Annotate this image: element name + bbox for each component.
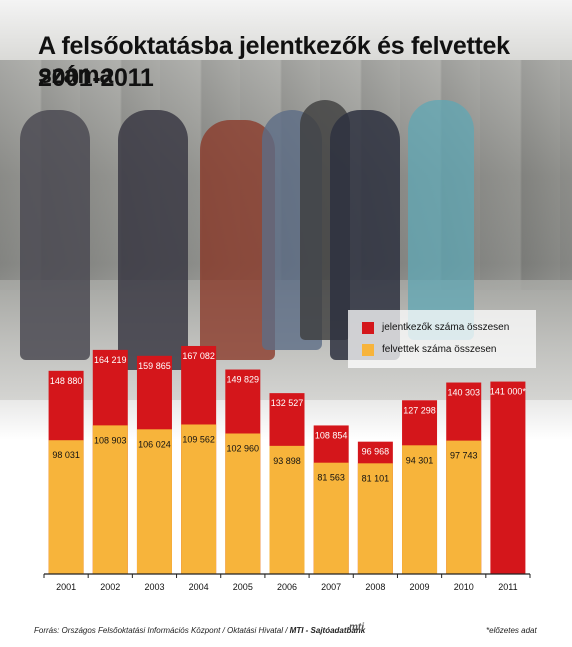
source-prefix: Forrás: Országos Felsőoktatási Informáci… xyxy=(34,626,290,635)
bar-admitted-2009 xyxy=(402,445,438,574)
label-admitted-2007: 81 563 xyxy=(317,473,345,483)
legend: jelentkezők száma összesen felvettek szá… xyxy=(348,310,536,368)
label-applicants-2008: 96 968 xyxy=(362,447,390,457)
label-applicants-2005: 149 829 xyxy=(227,375,260,385)
label-admitted-2006: 93 898 xyxy=(273,456,301,466)
label-applicants-2009: 127 298 xyxy=(403,405,436,415)
label-admitted-2004: 109 562 xyxy=(182,434,215,444)
source-note: Forrás: Országos Felsőoktatási Informáci… xyxy=(34,626,365,635)
label-applicants-2011: 141 000* xyxy=(490,387,527,397)
bar-applicants-2011 xyxy=(490,381,526,574)
label-admitted-2001: 98 031 xyxy=(52,450,80,460)
legend-label-applicants: jelentkezők száma összesen xyxy=(382,322,510,333)
bar-admitted-2007 xyxy=(313,462,349,574)
x-tick-label-2010: 2010 xyxy=(454,582,474,592)
x-tick-label-2011: 2011 xyxy=(498,582,517,592)
bar-admitted-2006 xyxy=(269,445,305,574)
bar-admitted-2001 xyxy=(48,440,84,574)
chart-title: A felsőoktatásba jelentkezők és felvette… xyxy=(38,32,510,89)
label-applicants-2004: 167 082 xyxy=(182,351,215,361)
label-admitted-2002: 108 903 xyxy=(94,435,127,445)
label-admitted-2005: 102 960 xyxy=(227,443,260,453)
x-tick-label-2001: 2001 xyxy=(56,582,76,592)
label-applicants-2007: 108 854 xyxy=(315,430,348,440)
legend-swatch-admitted xyxy=(362,344,374,356)
bar-admitted-2004 xyxy=(181,424,217,574)
legend-swatch-applicants xyxy=(362,322,374,334)
bar-admitted-2003 xyxy=(136,429,172,574)
label-applicants-2001: 148 880 xyxy=(50,376,83,386)
x-tick-label-2008: 2008 xyxy=(365,582,385,592)
background-photo xyxy=(0,0,572,440)
bar-admitted-2002 xyxy=(92,425,128,574)
x-tick-label-2002: 2002 xyxy=(100,582,120,592)
chart-subtitle-years: 2001-2011 xyxy=(38,64,154,92)
bar-admitted-2005 xyxy=(225,433,261,574)
label-admitted-2008: 81 101 xyxy=(362,473,390,483)
source-brand: MTI - Sajtóadatbank xyxy=(289,626,366,635)
x-tick-label-2009: 2009 xyxy=(410,582,430,592)
label-applicants-2010: 140 303 xyxy=(447,388,480,398)
label-admitted-2010: 97 743 xyxy=(450,451,478,461)
x-tick-label-2003: 2003 xyxy=(144,582,164,592)
bar-admitted-2010 xyxy=(446,440,482,574)
label-admitted-2003: 106 024 xyxy=(138,439,171,449)
legend-label-admitted: felvettek száma összesen xyxy=(382,344,497,355)
x-tick-label-2004: 2004 xyxy=(189,582,209,592)
x-tick-label-2006: 2006 xyxy=(277,582,297,592)
label-admitted-2009: 94 301 xyxy=(406,455,434,465)
label-applicants-2003: 159 865 xyxy=(138,361,171,371)
x-tick-label-2007: 2007 xyxy=(321,582,341,592)
label-applicants-2002: 164 219 xyxy=(94,355,127,365)
mti-logo: mti xyxy=(349,622,364,633)
bar-admitted-2008 xyxy=(357,463,393,574)
label-applicants-2006: 132 527 xyxy=(271,398,304,408)
x-tick-label-2005: 2005 xyxy=(233,582,253,592)
footnote: *előzetes adat xyxy=(486,626,537,635)
